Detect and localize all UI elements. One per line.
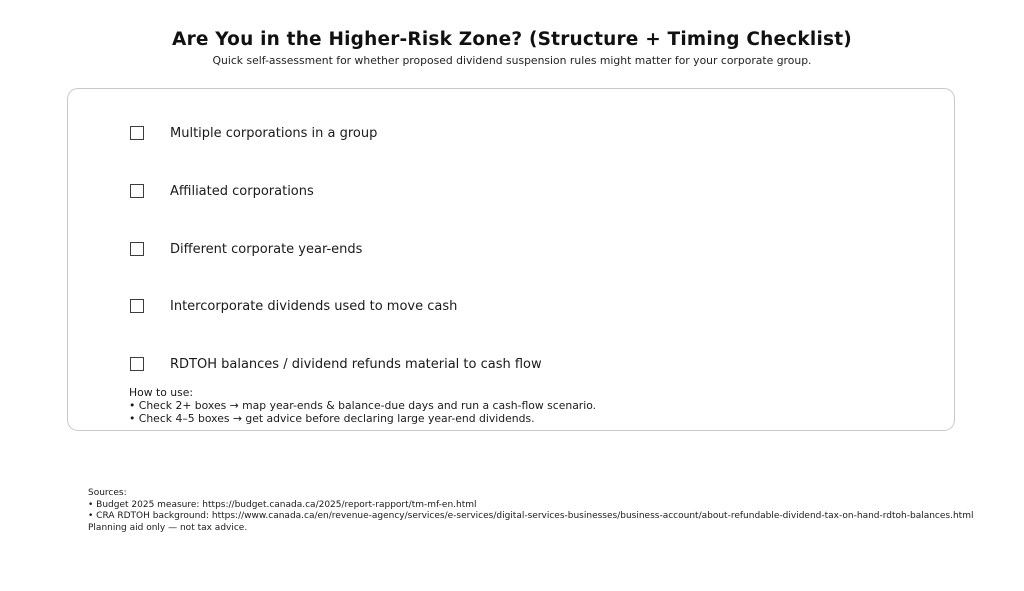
source-line-budget-2025: • Budget 2025 measure: https://budget.ca… bbox=[88, 499, 477, 510]
how-to-use-block: How to use: • Check 2+ boxes → map year-… bbox=[129, 386, 596, 425]
checklist-card: Multiple corporations in a group Affilia… bbox=[67, 88, 955, 431]
checklist-row-different-year-ends: Different corporate year-ends bbox=[130, 241, 362, 257]
checklist-item-label: Affiliated corporations bbox=[170, 183, 314, 199]
how-to-use-line: • Check 2+ boxes → map year-ends & balan… bbox=[129, 399, 597, 412]
sources-block: Sources: • Budget 2025 measure: https://… bbox=[88, 488, 973, 534]
checkbox-affiliated-corporations[interactable] bbox=[130, 184, 144, 198]
source-line-cra-rdtoh: • CRA RDTOH background: https://www.cana… bbox=[88, 511, 974, 521]
checklist-item-label: RDTOH balances / dividend refunds materi… bbox=[170, 356, 542, 372]
checklist-item-label: Intercorporate dividends used to move ca… bbox=[170, 298, 458, 314]
how-to-use-line: • Check 4–5 boxes → get advice before de… bbox=[129, 412, 535, 425]
checklist-row-affiliated-corporations: Affiliated corporations bbox=[130, 183, 314, 199]
checklist-row-multiple-corporations: Multiple corporations in a group bbox=[130, 125, 377, 141]
sources-heading: Sources: bbox=[88, 488, 127, 498]
checkbox-rdtoh-balances[interactable] bbox=[130, 357, 144, 371]
checkbox-multiple-corporations[interactable] bbox=[130, 126, 144, 140]
checkbox-different-year-ends[interactable] bbox=[130, 242, 144, 256]
page-subtitle: Quick self-assessment for whether propos… bbox=[212, 54, 812, 67]
checklist-row-rdtoh-balances: RDTOH balances / dividend refunds materi… bbox=[130, 356, 542, 372]
page-title: Are You in the Higher-Risk Zone? (Struct… bbox=[172, 29, 852, 50]
checklist-item-label: Multiple corporations in a group bbox=[170, 125, 378, 141]
checklist-item-label: Different corporate year-ends bbox=[170, 241, 363, 257]
disclaimer-text: Planning aid only — not tax advice. bbox=[88, 522, 248, 533]
how-to-use-heading: How to use: bbox=[129, 386, 194, 399]
checkbox-intercorporate-dividends[interactable] bbox=[130, 299, 144, 313]
checklist-row-intercorporate-dividends: Intercorporate dividends used to move ca… bbox=[130, 298, 457, 314]
